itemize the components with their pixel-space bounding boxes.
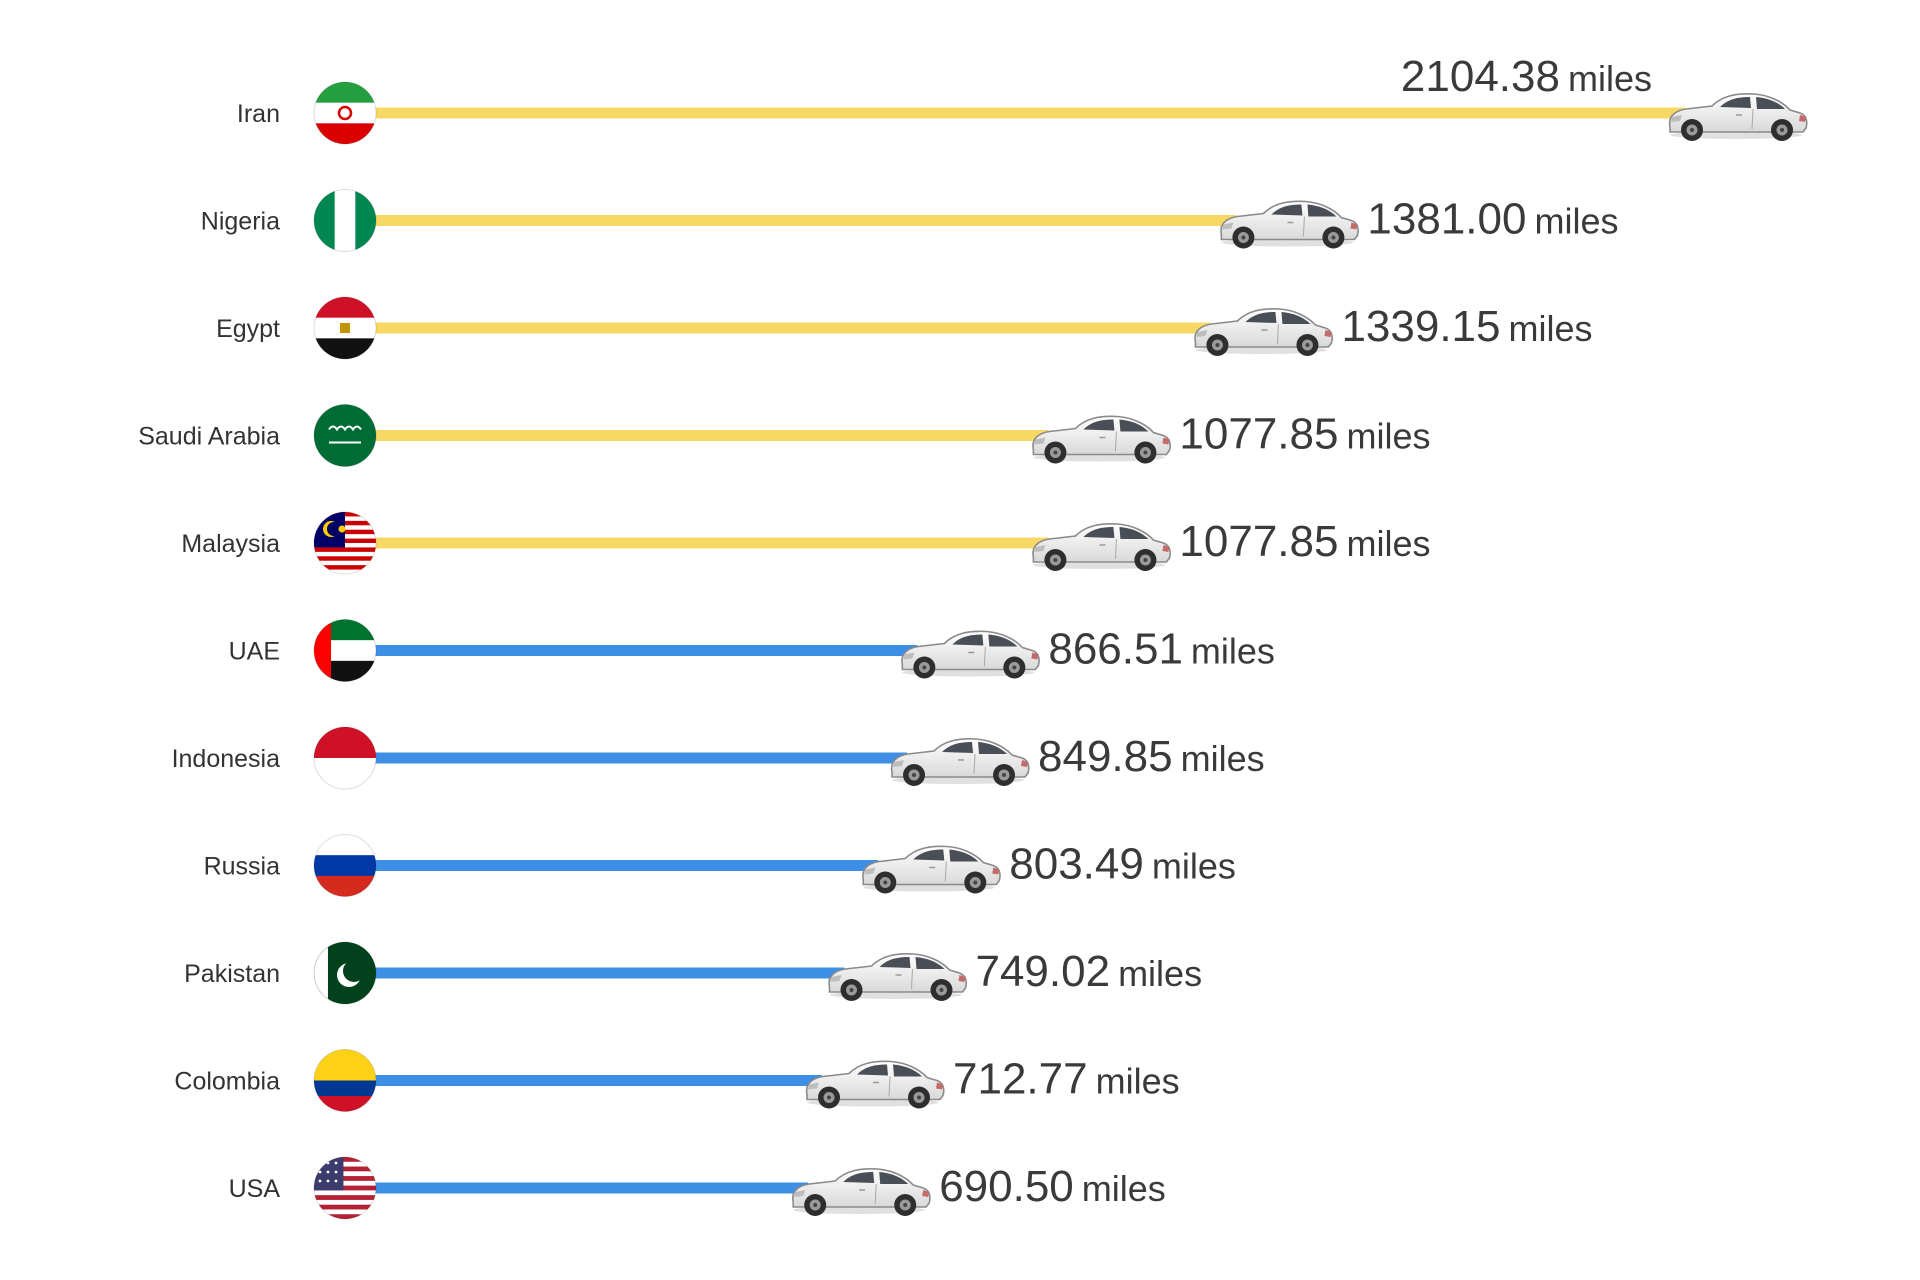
value-label: 1077.85 miles (1179, 517, 1430, 566)
country-label: UAE (229, 638, 280, 666)
uae-flag-icon (313, 619, 377, 682)
value-number: 690.50 (939, 1162, 1074, 1211)
car-icon (1668, 93, 1808, 141)
value-unit: miles (1152, 846, 1236, 887)
chart-row: Colombia 712.77 miles (174, 1049, 1180, 1112)
value-unit: miles (1346, 416, 1430, 457)
country-label: Russia (204, 853, 281, 881)
bar (370, 215, 1237, 226)
value-unit: miles (1568, 58, 1652, 99)
car-icon (901, 630, 1040, 679)
bar (370, 860, 879, 871)
saudi-arabia-flag-icon (313, 404, 377, 467)
chart-row: Pakistan 749.02 miles (184, 941, 1202, 1005)
value-number: 866.51 (1048, 625, 1183, 674)
malaysia-flag-icon (313, 511, 377, 575)
chart-row: Iran 2104.38 miles (237, 52, 1808, 145)
chart-row: Russia 803.49 miles (204, 834, 1236, 897)
chart-row: Indonesia 849.85 miles (172, 726, 1265, 790)
value-unit: miles (1096, 1061, 1180, 1102)
country-label: Pakistan (184, 960, 280, 988)
bar (370, 430, 1049, 441)
value-unit: miles (1534, 201, 1618, 242)
iran-flag-icon (313, 81, 377, 145)
car-icon (805, 1060, 945, 1109)
russia-flag-icon (313, 834, 377, 897)
chart-row: Malaysia 1077.85 miles (181, 511, 1430, 575)
value-label: 849.85 miles (1038, 732, 1265, 781)
country-label: Indonesia (172, 745, 281, 773)
country-label: Nigeria (201, 208, 280, 236)
value-label: 690.50 miles (939, 1162, 1166, 1211)
chart-row: USA 690.50 miles (229, 1156, 1166, 1220)
value-unit: miles (1191, 631, 1275, 672)
value-label: 749.02 miles (975, 947, 1202, 996)
car-icon (791, 1168, 931, 1216)
bar (370, 1075, 823, 1086)
chart-row: Saudi Arabia 1077.85 miles (138, 404, 1430, 467)
car-icon (1220, 200, 1359, 249)
usa-flag-icon (313, 1156, 377, 1220)
value-label: 2104.38 miles (1401, 52, 1652, 101)
value-number: 1381.00 (1367, 195, 1526, 244)
pakistan-flag-icon (313, 941, 377, 1005)
value-label: 1077.85 miles (1179, 410, 1430, 459)
value-label: 712.77 miles (953, 1055, 1180, 1104)
nigeria-flag-icon (313, 189, 377, 252)
country-label: Iran (237, 100, 280, 128)
country-label: Egypt (216, 315, 280, 343)
value-number: 1077.85 (1179, 517, 1338, 566)
bar (370, 1182, 809, 1194)
value-unit: miles (1181, 738, 1265, 779)
country-label: Saudi Arabia (138, 423, 280, 451)
value-number: 1077.85 (1179, 410, 1338, 459)
bar (370, 322, 1211, 334)
bar (370, 967, 845, 979)
bar (370, 107, 1685, 119)
country-label: USA (229, 1175, 281, 1203)
indonesia-flag-icon (313, 726, 377, 790)
value-label: 1381.00 miles (1367, 195, 1618, 244)
value-number: 712.77 (953, 1055, 1088, 1104)
country-label: Colombia (174, 1068, 280, 1096)
bar (370, 645, 918, 656)
value-number: 2104.38 (1401, 52, 1560, 101)
car-icon (828, 953, 968, 1001)
bar (370, 752, 908, 764)
value-label: 803.49 miles (1009, 840, 1236, 889)
value-number: 849.85 (1038, 732, 1173, 781)
value-number: 1339.15 (1341, 302, 1500, 351)
value-number: 749.02 (975, 947, 1110, 996)
car-icon (890, 738, 1030, 786)
chart-row: Nigeria 1381.00 miles (201, 189, 1618, 252)
car-icon (862, 845, 1001, 894)
value-unit: miles (1346, 523, 1430, 564)
value-unit: miles (1082, 1168, 1166, 1209)
car-icon (1032, 415, 1171, 464)
chart-row: Egypt 1339.15 miles (216, 296, 1593, 360)
country-label: Malaysia (181, 530, 280, 558)
colombia-flag-icon (313, 1049, 377, 1112)
car-icon (1194, 308, 1334, 356)
value-label: 1339.15 miles (1341, 302, 1592, 351)
chart-row: UAE 866.51 miles (229, 619, 1275, 682)
value-unit: miles (1509, 308, 1593, 349)
value-label: 866.51 miles (1048, 625, 1275, 674)
value-number: 803.49 (1009, 840, 1144, 889)
car-icon (1032, 523, 1171, 571)
bar (370, 537, 1049, 549)
value-unit: miles (1118, 953, 1202, 994)
egypt-flag-icon (313, 296, 377, 360)
